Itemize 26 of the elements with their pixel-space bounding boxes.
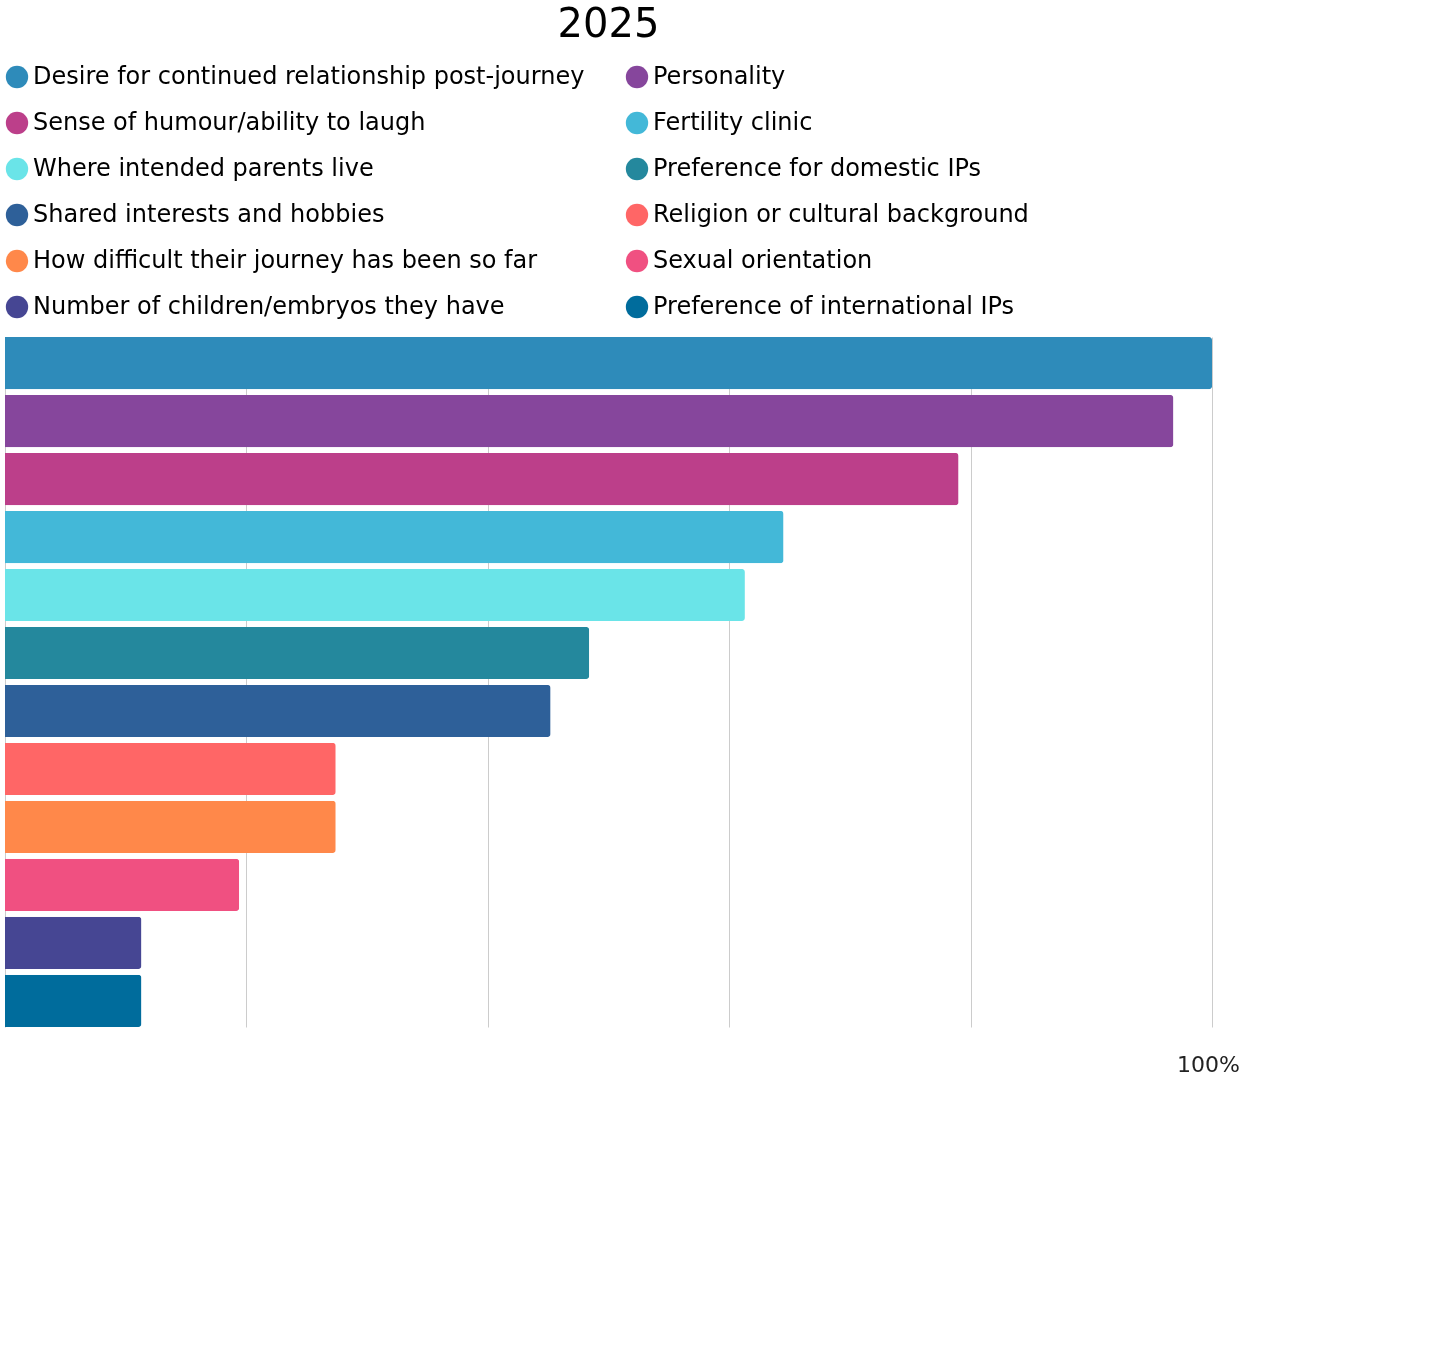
legend-label: How difficult their journey has been so far — [33, 246, 538, 274]
bar — [5, 337, 1212, 390]
bar — [5, 858, 240, 912]
legend-label: Personality — [653, 62, 786, 90]
bar — [5, 626, 590, 680]
legend-label: Preference for domestic IPs — [653, 154, 982, 182]
legend-label: Preference of international IPs — [653, 292, 1015, 320]
bar — [5, 742, 336, 796]
bar — [5, 974, 142, 1027]
legend-label: Religion or cultural background — [653, 200, 1029, 228]
legend-label: Number of children/embryos they have — [33, 292, 505, 320]
bar — [5, 568, 745, 622]
legend-label: Sense of humour/ability to laugh — [33, 108, 426, 136]
legend-label: Desire for continued relationship post-journey — [33, 62, 585, 90]
bar — [5, 510, 784, 564]
legend-label: Fertility clinic — [653, 108, 813, 136]
bar — [5, 452, 959, 506]
bar — [5, 684, 551, 738]
bar — [5, 394, 1174, 448]
chart-title: 2025 — [557, 0, 660, 46]
text: 100% — [1176, 1052, 1240, 1077]
legend-label: Shared interests and hobbies — [33, 200, 385, 228]
bar — [5, 800, 336, 854]
legend-label: Sexual orientation — [653, 246, 873, 274]
legend-label: Where intended parents live — [33, 154, 374, 182]
bar — [5, 916, 142, 970]
